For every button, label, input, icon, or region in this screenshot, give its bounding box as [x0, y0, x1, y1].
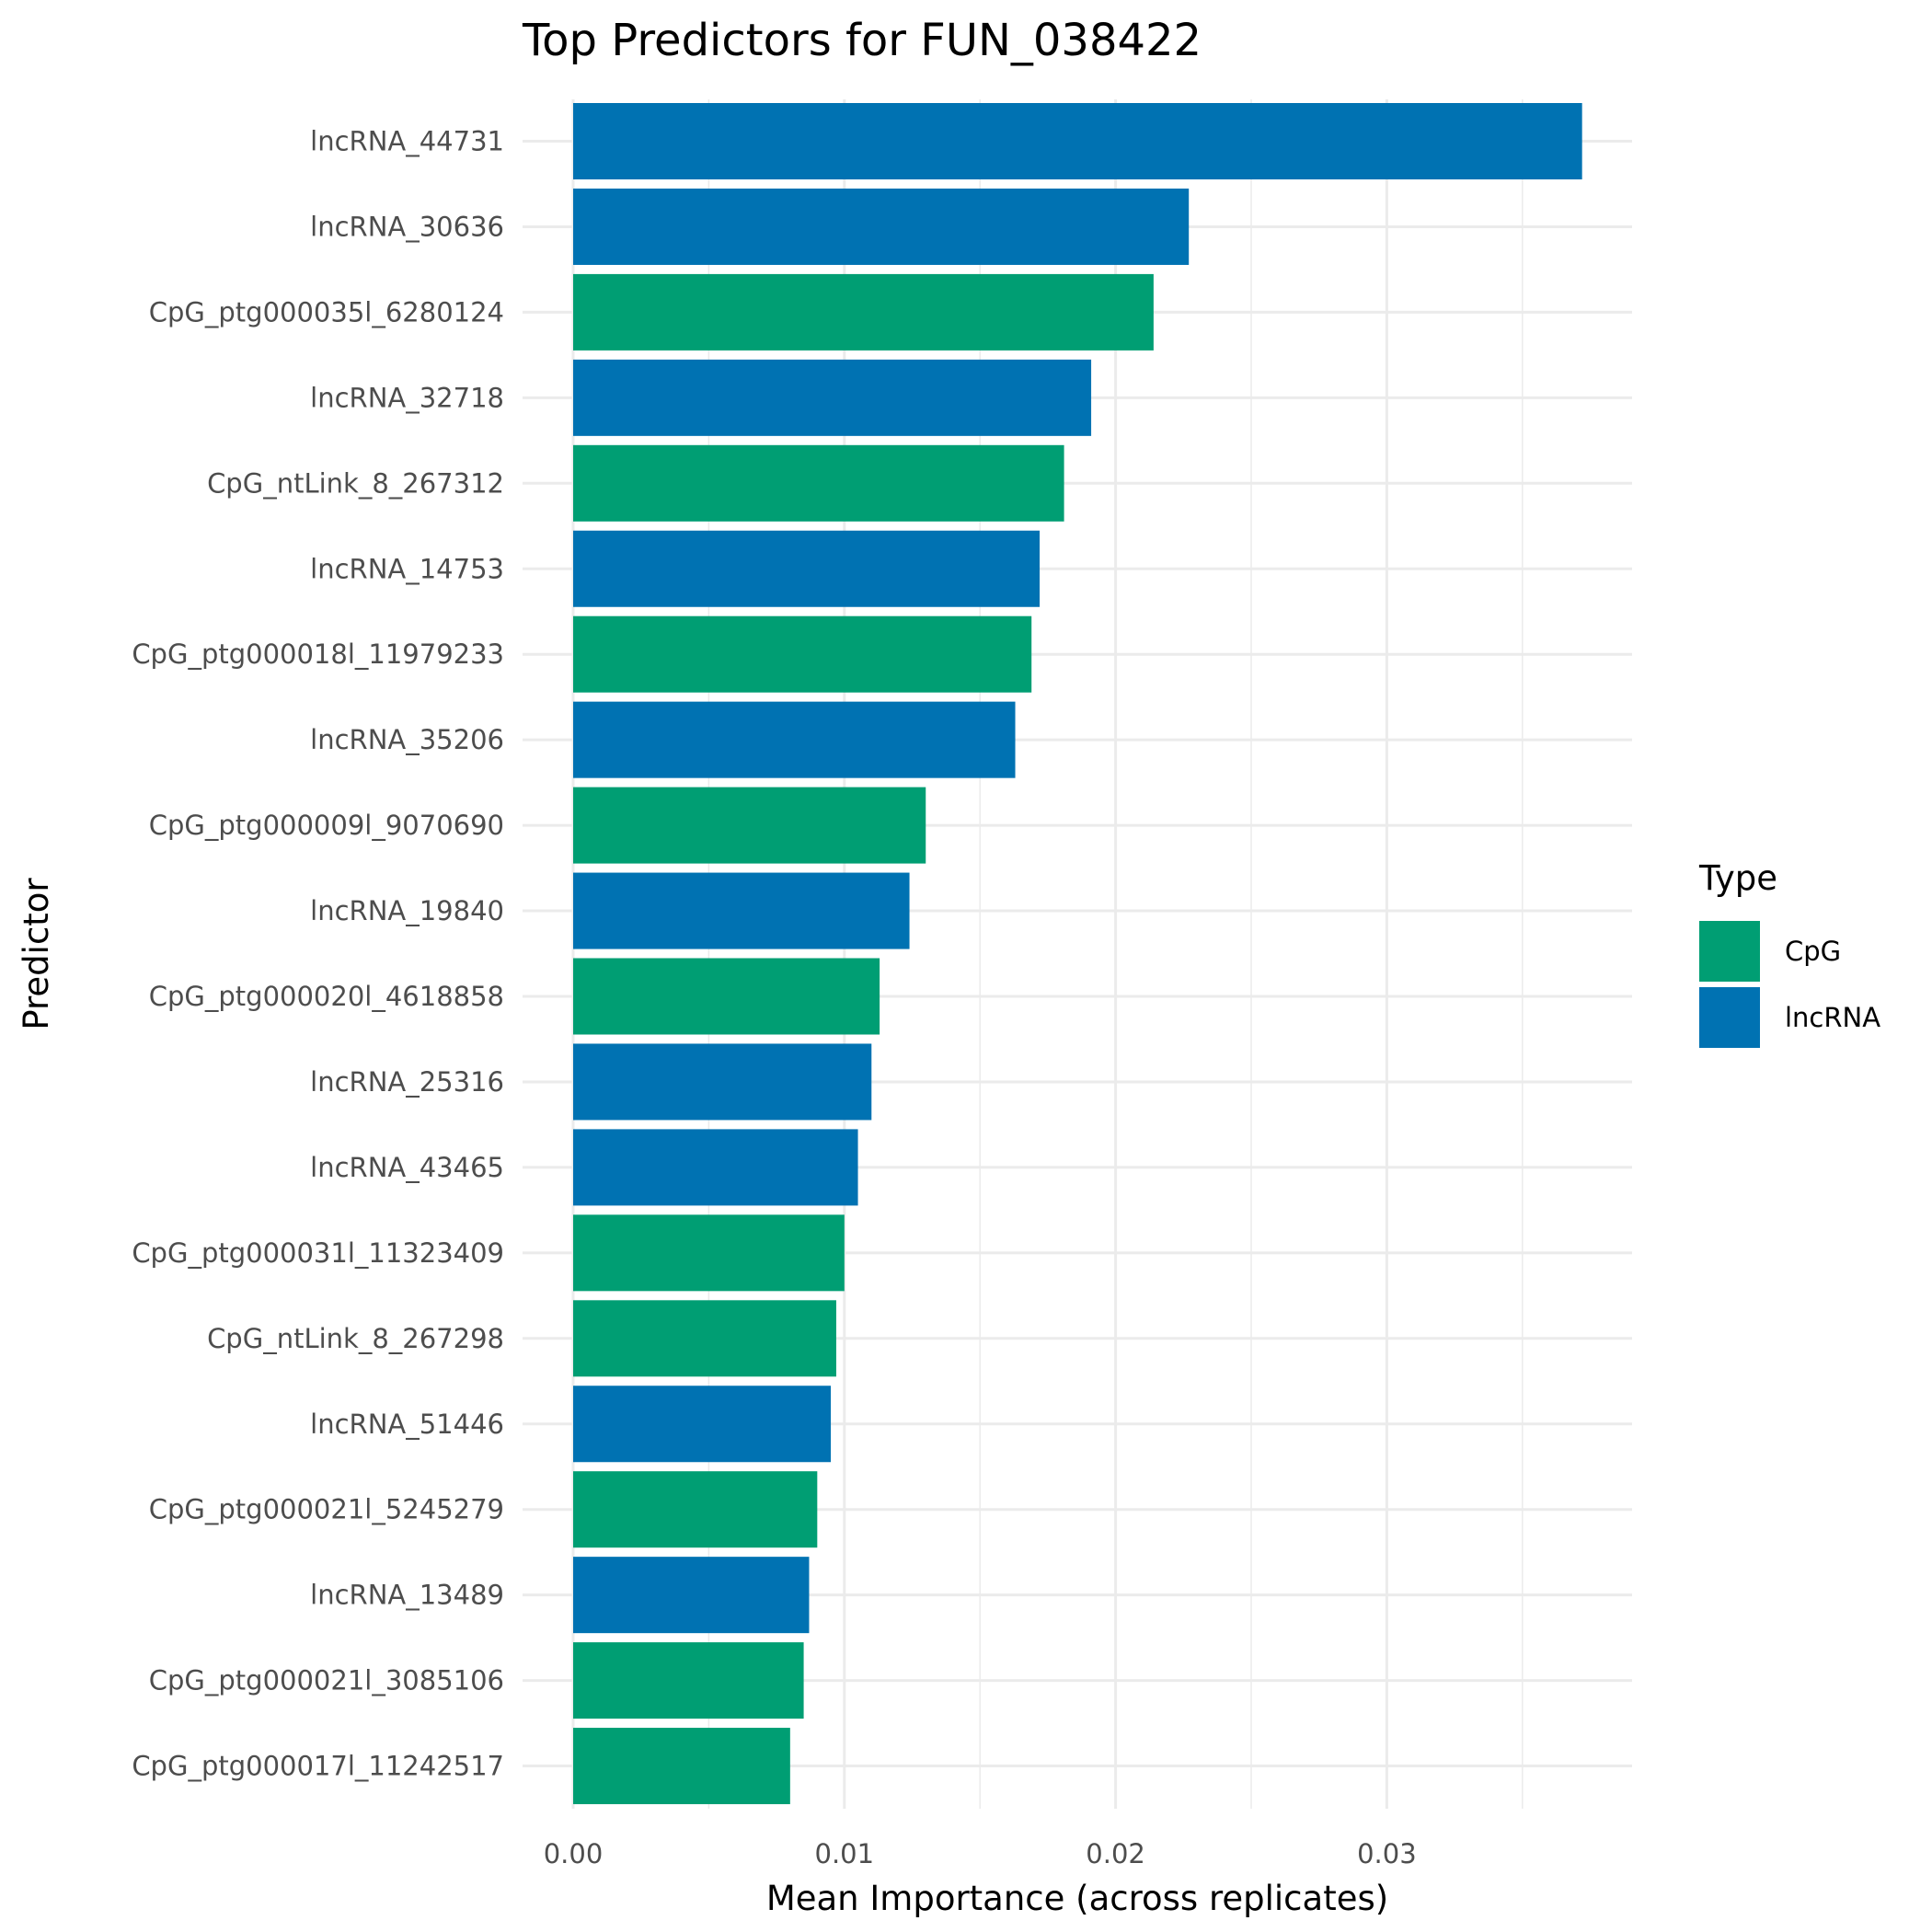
x-tick-label: 0.03: [1357, 1838, 1417, 1869]
bar-lncRNA_32718: [573, 359, 1092, 436]
legend-key-cpg: [1699, 921, 1760, 982]
y-tick-label: lncRNA_32718: [310, 382, 504, 413]
y-tick-label: lncRNA_30636: [310, 211, 504, 242]
y-tick-label: lncRNA_19840: [310, 895, 504, 926]
y-tick-label: lncRNA_35206: [310, 724, 504, 755]
y-tick-label: lncRNA_44731: [310, 126, 504, 157]
bar-CpG_ntLink_8_267298: [573, 1300, 836, 1377]
y-tick-label: CpG_ntLink_8_267312: [207, 467, 504, 499]
y-tick-label: CpG_ntLink_8_267298: [207, 1323, 504, 1354]
bar-lncRNA_35206: [573, 701, 1016, 778]
y-tick-label: lncRNA_14753: [310, 553, 504, 584]
y-tick-label: CpG_ptg000017l_11242517: [132, 1751, 504, 1782]
bar-CpG_ptg000020l_4618858: [573, 958, 880, 1035]
bar-lncRNA_19840: [573, 872, 910, 949]
y-tick-label: CpG_ptg000020l_4618858: [149, 981, 504, 1012]
bar-lncRNA_43465: [573, 1129, 858, 1206]
bar-CpG_ptg000021l_5245279: [573, 1471, 818, 1548]
x-tick-label: 0.00: [544, 1838, 604, 1869]
x-tick-labels: 0.00 0.01 0.02 0.03: [544, 1838, 1417, 1869]
legend: Type CpG lncRNA: [1698, 858, 1880, 1048]
y-tick-label: CpG_ptg000018l_11979233: [132, 638, 504, 670]
bar-lncRNA_25316: [573, 1043, 872, 1121]
y-tick-label: lncRNA_43465: [310, 1152, 504, 1183]
y-tick-label: CpG_ptg000021l_3085106: [149, 1665, 504, 1696]
x-tick-label: 0.01: [815, 1838, 875, 1869]
x-axis-title: Mean Importance (across replicates): [766, 1879, 1388, 1918]
legend-label-lncrna: lncRNA: [1785, 1002, 1880, 1033]
bar-CpG_ptg000035l_6280124: [573, 273, 1154, 351]
legend-title: Type: [1698, 858, 1777, 898]
bar-CpG_ptg000031l_11323409: [573, 1214, 845, 1292]
bars: [573, 103, 1582, 1805]
legend-key-lncrna: [1699, 987, 1760, 1048]
y-tick-label: lncRNA_25316: [310, 1066, 504, 1098]
y-axis-title: Predictor: [17, 878, 56, 1030]
bar-CpG_ptg000009l_9070690: [573, 787, 926, 864]
y-tick-label: CpG_ptg000031l_11323409: [132, 1237, 504, 1269]
bar-CpG_ptg000021l_3085106: [573, 1642, 804, 1719]
bar-lncRNA_13489: [573, 1557, 810, 1634]
bar-CpG_ntLink_8_267312: [573, 444, 1064, 522]
y-tick-label: CpG_ptg000035l_6280124: [149, 296, 504, 328]
y-tick-label: CpG_ptg000009l_9070690: [149, 810, 504, 841]
y-tick-label: CpG_ptg000021l_5245279: [149, 1494, 504, 1525]
bar-CpG_ptg000017l_11242517: [573, 1728, 790, 1805]
bar-lncRNA_44731: [573, 103, 1582, 179]
bar-lncRNA_51446: [573, 1386, 832, 1463]
legend-label-cpg: CpG: [1785, 936, 1841, 967]
y-tick-label: lncRNA_51446: [310, 1409, 504, 1440]
bar-lncRNA_30636: [573, 188, 1190, 265]
bar-lncRNA_14753: [573, 530, 1041, 607]
y-tick-labels: lncRNA_44731 lncRNA_30636 CpG_ptg000035l_6…: [132, 126, 504, 1782]
x-tick-label: 0.02: [1086, 1838, 1145, 1869]
gridlines: [523, 99, 1632, 1809]
bar-CpG_ptg000018l_11979233: [573, 615, 1032, 693]
y-tick-label: lncRNA_13489: [310, 1580, 504, 1611]
chart-title: Top Predictors for FUN_038422: [522, 15, 1202, 66]
